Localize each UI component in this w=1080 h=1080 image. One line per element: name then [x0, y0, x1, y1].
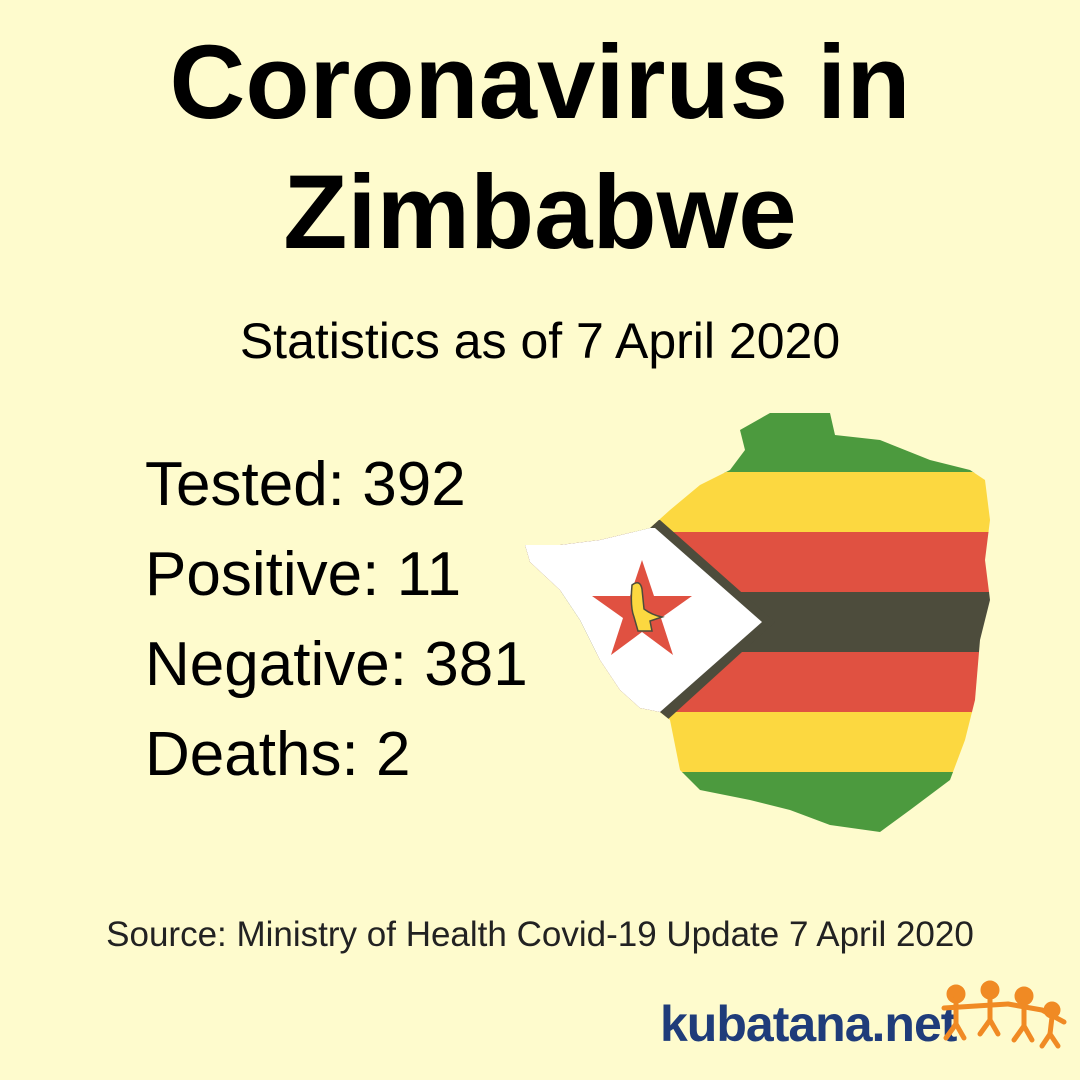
stat-label: Tested:	[145, 450, 345, 519]
stat-row: Tested: 392	[145, 440, 528, 530]
stat-value: 381	[424, 630, 528, 699]
stat-row: Negative: 381	[145, 620, 528, 710]
stat-value: 392	[362, 450, 466, 519]
stat-label: Positive:	[145, 540, 380, 609]
stat-row: Deaths: 2	[145, 710, 528, 800]
source: Source: Ministry of Health Covid-19 Upda…	[106, 915, 974, 954]
title-line: Zimbabwe	[283, 154, 797, 271]
stat-value: 2	[376, 720, 411, 789]
stats-list: Tested: 392 Positive: 11 Negative: 381 Deaths:…	[145, 440, 528, 800]
stat-label: Negative:	[145, 630, 407, 699]
stat-row: Positive: 11	[145, 530, 528, 620]
logo-figures	[941, 980, 1067, 1049]
stat-label: Deaths:	[145, 720, 359, 789]
title-line: Coronavirus in	[169, 24, 911, 141]
stat-value: 11	[396, 540, 462, 609]
logo: kubatana.net	[660, 996, 957, 1052]
subtitle: Statistics as of 7 April 2020	[239, 313, 841, 369]
